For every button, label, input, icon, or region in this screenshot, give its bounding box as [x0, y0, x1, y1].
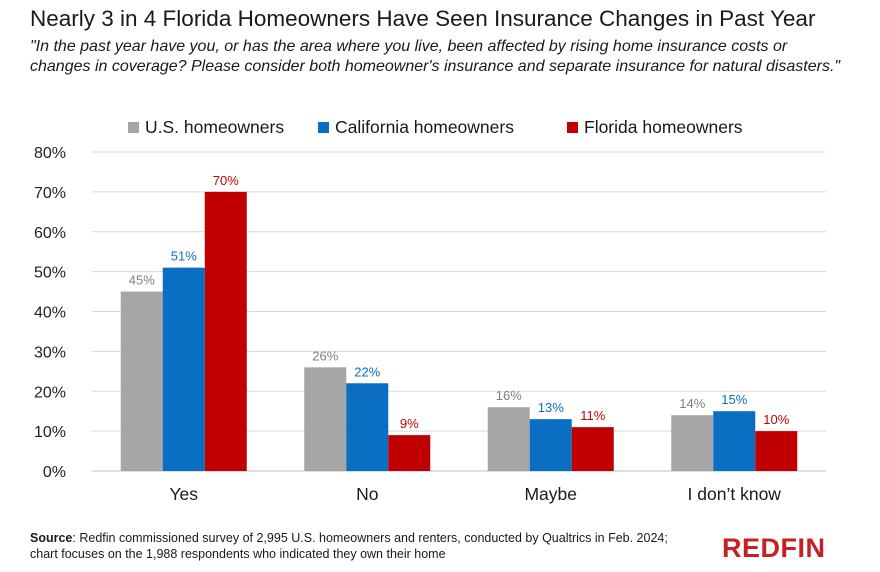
source-text: : Redfin commissioned survey of 2,995 U.… [30, 531, 668, 561]
bar [713, 411, 756, 471]
data-label: 51% [171, 249, 197, 264]
chart-title: Nearly 3 in 4 Florida Homeowners Have Se… [30, 6, 816, 31]
bar [671, 415, 714, 471]
data-label: 22% [354, 364, 380, 379]
data-label: 13% [538, 400, 564, 415]
legend: U.S. homeowners California homeowners Fl… [0, 115, 880, 139]
legend-swatch-california [318, 121, 329, 133]
legend-item-florida: Florida homeowners [567, 115, 743, 139]
data-label: 15% [721, 392, 747, 407]
y-tick-label: 0% [43, 464, 66, 481]
bar-chart: 0% 10% 20% 30% 40% 50% 60% 70% 80% 45% 51% 70% Yes 26… [34, 145, 826, 504]
y-tick-label: 20% [34, 384, 66, 401]
data-label: 14% [679, 396, 705, 411]
data-label: 26% [312, 348, 338, 363]
bar [120, 291, 163, 471]
legend-item-california: California homeowners [318, 115, 514, 139]
bar [571, 427, 614, 471]
bar [388, 435, 431, 471]
y-tick-label: 30% [34, 344, 66, 361]
bar [346, 383, 389, 471]
bar [204, 191, 247, 471]
y-tick-label: 80% [34, 145, 66, 162]
source-note: Source: Redfin commissioned survey of 2,… [30, 530, 670, 562]
y-tick-label: 50% [34, 265, 66, 282]
data-label: 45% [129, 273, 155, 288]
redfin-logo: REDFIN [722, 533, 826, 563]
bar [529, 419, 572, 471]
source-label: Source [30, 531, 73, 545]
bar [487, 407, 530, 471]
legend-label-us: U.S. homeowners [145, 116, 285, 137]
x-tick-label: No [356, 484, 378, 504]
x-tick-label: Maybe [524, 484, 577, 504]
bar [755, 431, 798, 471]
legend-label-florida: Florida homeowners [584, 116, 743, 137]
legend-item-us: U.S. homeowners [128, 115, 284, 139]
legend-swatch-us [128, 121, 139, 133]
data-label: 9% [400, 416, 419, 431]
x-tick-label: Yes [169, 484, 198, 504]
x-tick-label: I don’t know [688, 484, 782, 504]
data-label: 70% [213, 173, 239, 188]
y-tick-label: 40% [34, 305, 66, 322]
y-tick-label: 60% [34, 225, 66, 242]
bar [304, 367, 347, 471]
data-label: 10% [763, 412, 789, 427]
y-tick-label: 70% [34, 185, 66, 202]
legend-swatch-florida [567, 121, 578, 133]
data-label: 16% [496, 388, 522, 403]
y-tick-label: 10% [34, 424, 66, 441]
bar [162, 267, 205, 471]
legend-label-california: California homeowners [335, 116, 514, 137]
chart-subtitle: "In the past year have you, or has the a… [30, 38, 841, 75]
data-label: 11% [580, 408, 605, 423]
